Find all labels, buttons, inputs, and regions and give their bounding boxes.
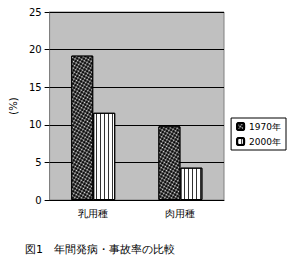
svg-text:乳用種: 乳用種 xyxy=(78,208,108,219)
svg-text:1970年: 1970年 xyxy=(249,122,281,132)
svg-text:(%): (%) xyxy=(8,97,19,114)
svg-text:10: 10 xyxy=(29,119,42,130)
svg-text:5: 5 xyxy=(35,157,41,168)
svg-text:図1 年間発病・事故率の比較: 図1 年間発病・事故率の比較 xyxy=(25,243,175,256)
svg-text:0: 0 xyxy=(35,195,41,206)
svg-text:15: 15 xyxy=(29,82,42,93)
svg-text:20: 20 xyxy=(29,44,42,55)
svg-text:25: 25 xyxy=(29,7,42,18)
svg-text:肉用種: 肉用種 xyxy=(165,208,195,219)
svg-text:2000年: 2000年 xyxy=(249,137,281,147)
